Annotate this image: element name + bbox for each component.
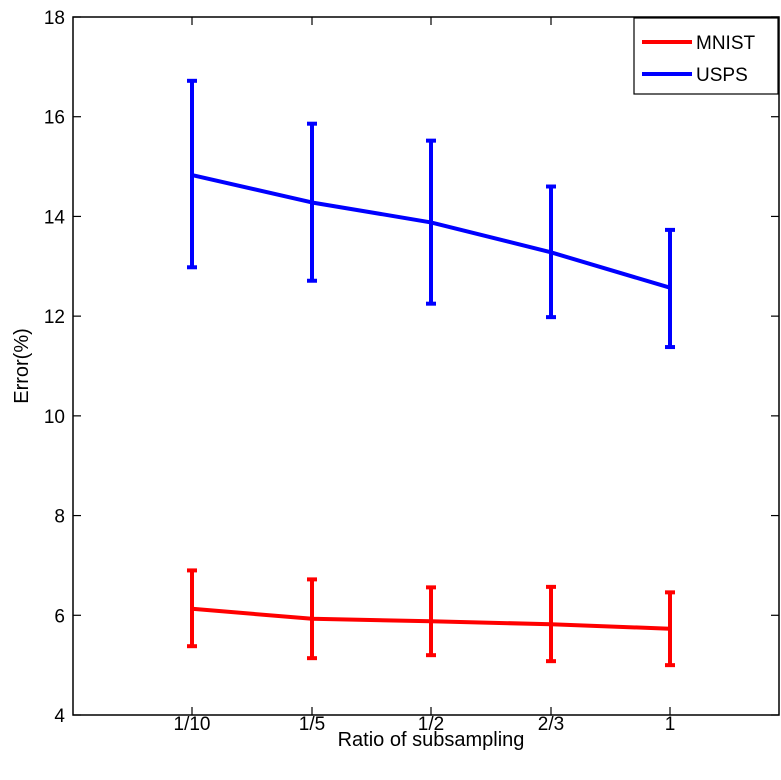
series-layer <box>187 78 675 668</box>
series-mnist <box>187 568 675 668</box>
y-tick-label: 8 <box>54 507 65 528</box>
legend: MNIST USPS <box>633 17 779 95</box>
y-tick-label: 4 <box>54 706 65 727</box>
y-axis-label: Error(%) <box>11 328 33 404</box>
x-tick-label: 1 <box>665 714 676 735</box>
legend-label-mnist: MNIST <box>696 33 756 54</box>
y-tick-label: 16 <box>44 108 65 129</box>
x-tick-label: 1/2 <box>418 714 444 735</box>
x-axis-label: Ratio of subsampling <box>338 729 525 751</box>
x-tick-label: 2/3 <box>538 714 564 735</box>
plot-area <box>72 16 780 716</box>
x-tick-label: 1/10 <box>174 714 211 735</box>
y-tick-label: 12 <box>44 307 65 328</box>
x-axis-ticks: 1/10 1/5 1/2 2/3 1 <box>174 17 676 735</box>
y-tick-label: 6 <box>54 606 65 627</box>
y-tick-label: 10 <box>44 407 65 428</box>
legend-label-usps: USPS <box>696 65 748 86</box>
y-tick-label: 14 <box>44 207 66 228</box>
series-usps <box>187 78 675 350</box>
y-tick-label: 18 <box>44 8 65 29</box>
y-axis-ticks: 4 6 8 10 12 14 16 18 <box>44 8 779 727</box>
legend-box <box>633 17 779 95</box>
x-tick-label: 1/5 <box>299 714 325 735</box>
